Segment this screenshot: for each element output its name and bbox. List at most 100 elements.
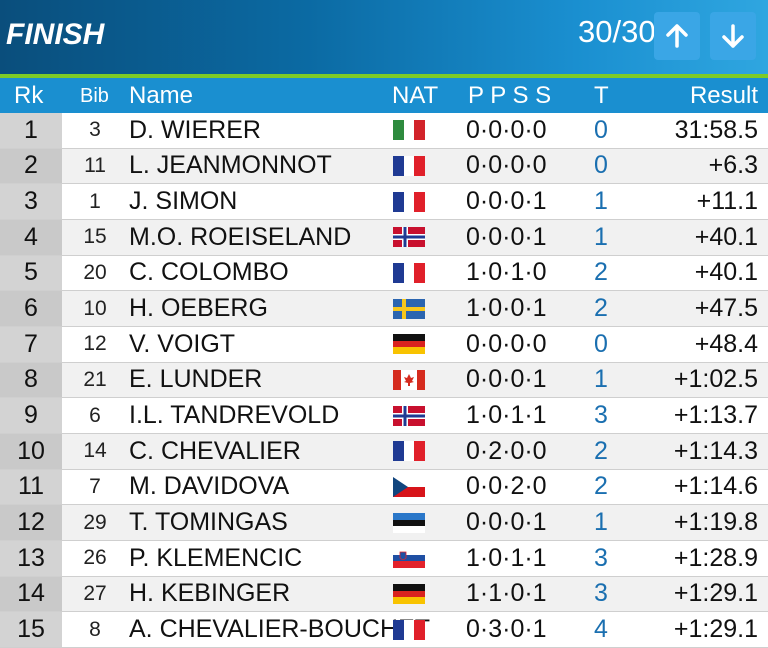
athlete-name: M.O. ROEISELAND (129, 222, 352, 251)
table-row: 1 3 D. WIERER 0·0·0·0 0 31:58.5 (0, 113, 768, 149)
table-row: 11 7 M. DAVIDOVA 0·0·2·0 2 +1:14.6 (0, 469, 768, 506)
bib-cell: 8 (89, 617, 101, 641)
result-cell: +11.1 (696, 187, 758, 216)
est-flag-icon (393, 512, 425, 533)
rank-cell: 4 (0, 219, 62, 255)
bib-cell: 7 (89, 474, 101, 498)
fra-flag-icon (393, 619, 425, 640)
nation-cell (392, 470, 426, 505)
nation-cell (392, 612, 426, 647)
total-penalties-cell: 1 (594, 222, 608, 251)
rank-cell: 1 (0, 113, 62, 148)
shooting-cell: 0·0·0·1 (466, 365, 547, 394)
nation-cell (392, 291, 426, 326)
nor-flag-icon (393, 227, 425, 248)
shooting-cell: 1·0·1·1 (466, 543, 547, 572)
nation-cell (392, 577, 426, 612)
table-row: 15 8 A. CHEVALIER-BOUCHET 0·3·0·1 4 +1:29.1 (0, 612, 768, 648)
arrow-down-icon (722, 24, 744, 48)
rank-cell: 10 (0, 433, 62, 469)
result-cell: +40.1 (694, 222, 758, 251)
nation-cell (392, 149, 426, 184)
athlete-name: D. WIERER (129, 115, 261, 144)
fra-flag-icon (393, 191, 425, 212)
result-cell: +40.1 (694, 258, 758, 287)
rank-cell: 3 (0, 184, 62, 219)
result-cell: +1:02.5 (673, 365, 758, 394)
athlete-name: L. JEANMONNOT (129, 151, 332, 180)
nor-flag-icon (393, 405, 425, 426)
bib-cell: 10 (83, 296, 107, 320)
table-row: 14 27 H. KEBINGER 1·1·0·1 3 +1:29.1 (0, 576, 768, 613)
athlete-name: M. DAVIDOVA (129, 472, 290, 501)
col-bib: Bib (80, 85, 109, 107)
shooting-cell: 0·0·0·0 (466, 115, 547, 144)
bib-cell: 12 (83, 332, 107, 356)
nation-cell (392, 541, 426, 576)
rank-cell: 2 (0, 148, 62, 184)
swe-flag-icon (393, 298, 425, 319)
athlete-name: I.L. TANDREVOLD (129, 401, 340, 430)
athlete-name: J. SIMON (129, 187, 238, 216)
col-rank: Rk (14, 82, 44, 109)
rank-cell: 8 (0, 362, 62, 398)
nation-cell (392, 184, 426, 219)
athlete-name: P. KLEMENCIC (129, 543, 303, 572)
shooting-cell: 1·0·1·0 (466, 258, 547, 287)
shooting-cell: 0·0·2·0 (466, 472, 547, 501)
col-name: Name (129, 82, 194, 109)
result-cell: +1:29.1 (673, 615, 758, 644)
result-cell: +1:14.6 (673, 472, 758, 501)
fra-flag-icon (393, 262, 425, 283)
athlete-name: C. COLOMBO (129, 258, 289, 287)
result-cell: +48.4 (694, 329, 758, 358)
table-row: 13 26 P. KLEMENCIC 1·0·1·1 3 +1:28.9 (0, 540, 768, 577)
bib-cell: 15 (83, 225, 107, 249)
fra-flag-icon (393, 155, 425, 176)
total-penalties-cell: 4 (594, 615, 608, 644)
shooting-cell: 0·0·0·1 (466, 222, 547, 251)
total-penalties-cell: 3 (594, 401, 608, 430)
result-cell: +6.3 (708, 151, 758, 180)
total-penalties-cell: 3 (594, 579, 608, 608)
shooting-cell: 0·3·0·1 (466, 615, 547, 644)
nation-cell (392, 220, 426, 255)
fra-flag-icon (393, 441, 425, 462)
col-penalties: P P S S (468, 82, 552, 109)
table-row: 8 21 E. LUNDER 0·0·0·1 1 +1:02.5 (0, 362, 768, 399)
scroll-down-button[interactable] (710, 12, 756, 60)
col-result: Result (689, 82, 758, 109)
bib-cell: 1 (89, 189, 101, 213)
rank-cell: 6 (0, 291, 62, 326)
cze-flag-icon (393, 476, 425, 497)
nation-cell (392, 505, 426, 540)
bib-cell: 6 (89, 403, 101, 427)
table-row: 5 20 C. COLOMBO 1·0·1·0 2 +40.1 (0, 255, 768, 292)
ger-flag-icon (393, 334, 425, 355)
nation-cell (392, 256, 426, 291)
total-penalties-cell: 1 (594, 508, 608, 537)
total-penalties-cell: 0 (594, 151, 608, 180)
rank-cell: 5 (0, 255, 62, 291)
header-bar: FINISH 30/30 (0, 0, 768, 78)
table-row: 10 14 C. CHEVALIER 0·2·0·0 2 +1:14.3 (0, 433, 768, 470)
athlete-name: H. OEBERG (129, 294, 268, 323)
total-penalties-cell: 2 (594, 294, 608, 323)
shooting-cell: 1·1·0·1 (466, 579, 547, 608)
results-counter: 30/30 (578, 14, 656, 49)
total-penalties-cell: 2 (594, 472, 608, 501)
rank-cell: 7 (0, 326, 62, 362)
table-row: 3 1 J. SIMON 0·0·0·1 1 +11.1 (0, 184, 768, 220)
bib-cell: 11 (84, 153, 106, 177)
bib-cell: 26 (83, 546, 107, 570)
total-penalties-cell: 3 (594, 543, 608, 572)
scroll-up-button[interactable] (654, 12, 700, 60)
column-header-row: Rk Bib Name NAT P P S S T Result (0, 78, 768, 113)
athlete-name: E. LUNDER (129, 365, 263, 394)
result-cell: +47.5 (694, 294, 758, 323)
bib-cell: 3 (89, 118, 101, 142)
athlete-name: A. CHEVALIER-BOUCHET (129, 615, 430, 644)
bib-cell: 27 (83, 581, 107, 605)
athlete-name: T. TOMINGAS (129, 508, 288, 537)
